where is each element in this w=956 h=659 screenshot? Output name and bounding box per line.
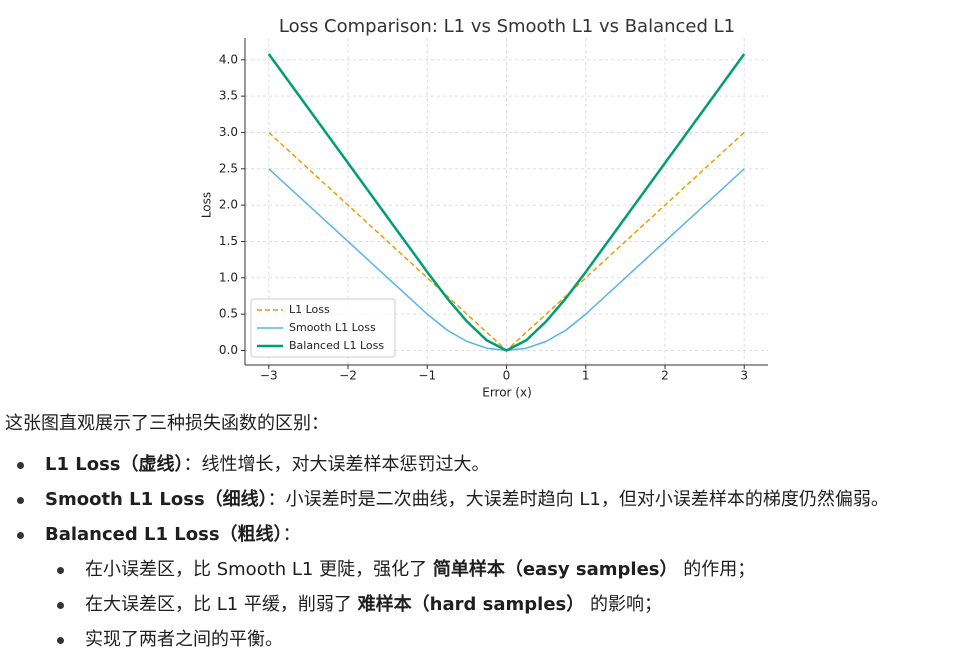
y-tick-label: 0.0 bbox=[219, 343, 238, 357]
text-span: 在小误差区，比 Smooth L1 更陡，强化了 bbox=[85, 559, 433, 580]
y-tick-label: 0.5 bbox=[219, 307, 238, 321]
chart-title: Loss Comparison: L1 vs Smooth L1 vs Bala… bbox=[279, 16, 735, 37]
text-span: ：线性增长，对大误差样本惩罚过大。 bbox=[183, 454, 490, 475]
bullet-dot bbox=[17, 462, 24, 469]
y-tick-label: 2.5 bbox=[219, 161, 238, 175]
bullet-dot bbox=[57, 602, 64, 609]
bullet-dot bbox=[17, 497, 24, 504]
legend-label: L1 Loss bbox=[289, 303, 330, 316]
x-tick-label: 3 bbox=[740, 369, 748, 383]
text-span: ：小误差时是二次曲线，大误差时趋向 L1，但对小误差样本的梯度仍然偏弱。 bbox=[267, 489, 889, 510]
text-span: 实现了两者之间的平衡。 bbox=[85, 629, 283, 650]
bold-text: L1 Loss（虚线） bbox=[45, 454, 184, 475]
bullet-text: 实现了两者之间的平衡。 bbox=[85, 628, 283, 652]
bold-text: 难样本（hard samples） bbox=[357, 594, 585, 615]
line-series bbox=[267, 53, 746, 352]
y-tick-label: 2.0 bbox=[219, 198, 238, 212]
bullet-text: Smooth L1 Loss（细线）：小误差时是二次曲线，大误差时趋向 L1，但… bbox=[45, 488, 889, 512]
x-tick-label: 2 bbox=[661, 369, 669, 383]
bold-text: 简单样本（easy samples） bbox=[432, 559, 678, 580]
legend-label: Smooth L1 Loss bbox=[289, 321, 376, 334]
x-axis-label: Error (x) bbox=[482, 386, 532, 400]
bullet-text: 在大误差区，比 L1 平缓，削弱了 难样本（hard samples） 的影响； bbox=[85, 593, 662, 617]
x-tick-label: 0 bbox=[503, 369, 511, 383]
legend-box bbox=[250, 298, 396, 358]
bullet-dot bbox=[17, 532, 24, 539]
y-tick-label: 1.0 bbox=[219, 270, 238, 284]
text-span: 的影响； bbox=[584, 594, 662, 615]
bold-text: Smooth L1 Loss（细线） bbox=[45, 489, 268, 510]
chart: Loss Comparison: L1 vs Smooth L1 vs Bala… bbox=[200, 16, 768, 400]
bullet-dot bbox=[57, 567, 64, 574]
text-span: ： bbox=[282, 524, 301, 545]
x-tick-label: −3 bbox=[260, 369, 278, 383]
bullet-text: L1 Loss（虚线）：线性增长，对大误差样本惩罚过大。 bbox=[45, 453, 490, 477]
x-tick-label: −1 bbox=[418, 369, 436, 383]
bullet-text: 在小误差区，比 Smooth L1 更陡，强化了 简单样本（easy sampl… bbox=[85, 558, 755, 582]
y-tick-label: 4.0 bbox=[219, 52, 238, 66]
y-tick-label: 3.5 bbox=[219, 89, 238, 103]
x-tick-label: 1 bbox=[582, 369, 590, 383]
x-tick-label: −2 bbox=[339, 369, 357, 383]
intro-text: 这张图直观展示了三种损失函数的区别： bbox=[5, 413, 329, 434]
bullet-text: Balanced L1 Loss（粗线）： bbox=[45, 523, 301, 547]
legend-label: Balanced L1 Loss bbox=[289, 339, 384, 352]
text-span: 的作用； bbox=[677, 559, 756, 580]
text-span: 在大误差区，比 L1 平缓，削弱了 bbox=[85, 594, 358, 615]
y-tick-label: 3.0 bbox=[219, 125, 238, 139]
bullet-dot bbox=[57, 637, 64, 644]
bold-text: Balanced L1 Loss（粗线） bbox=[45, 524, 283, 545]
y-axis-label: Loss bbox=[200, 192, 214, 218]
y-tick-label: 1.5 bbox=[219, 234, 238, 248]
